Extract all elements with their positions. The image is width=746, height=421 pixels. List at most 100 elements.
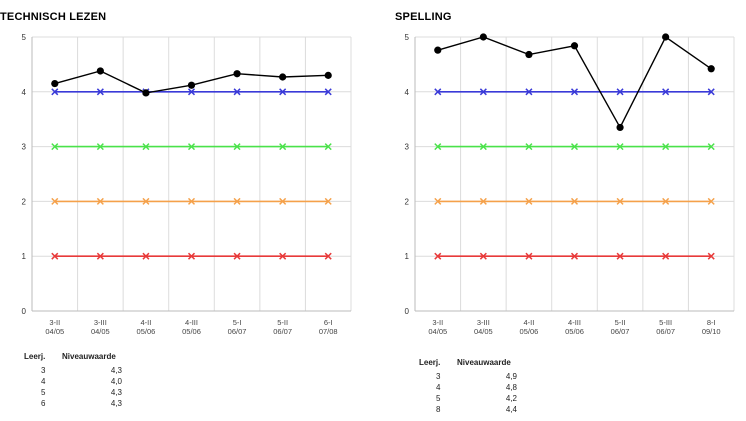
data-point-x-marker bbox=[187, 88, 196, 96]
data-point-x-marker bbox=[96, 197, 104, 205]
data-point bbox=[616, 123, 624, 132]
data-point-x-marker bbox=[187, 143, 196, 151]
table-row: 4 4,8 bbox=[419, 383, 517, 394]
data-point-x-marker bbox=[324, 88, 332, 96]
data-point-x-marker bbox=[707, 252, 715, 260]
x-tick-label: 5-III bbox=[659, 318, 672, 327]
x-tick-label: 07/08 bbox=[319, 327, 338, 336]
data-point bbox=[324, 71, 332, 79]
leerjaar-cell: 6 bbox=[41, 399, 46, 408]
y-tick-label: 4 bbox=[405, 88, 410, 97]
x-tick-label: 8-I bbox=[707, 318, 716, 327]
y-tick-label: 2 bbox=[22, 197, 27, 206]
x-tick-label: 3-III bbox=[94, 318, 107, 327]
y-tick-label: 5 bbox=[22, 33, 27, 42]
data-point-x-marker bbox=[570, 88, 579, 96]
x-tick-label: 4-III bbox=[185, 318, 198, 327]
x-tick-label: 05/06 bbox=[520, 327, 539, 336]
data-point-x-marker bbox=[51, 252, 59, 260]
header-niveauwaarde: Niveauwaarde bbox=[457, 358, 511, 367]
data-point-x-marker bbox=[525, 143, 533, 151]
data-point bbox=[707, 65, 715, 73]
y-tick-label: 0 bbox=[22, 307, 27, 316]
data-point-x-marker bbox=[616, 197, 624, 205]
x-tick-label: 06/07 bbox=[228, 327, 247, 336]
data-point-x-marker bbox=[707, 197, 715, 205]
niveau-cell: 4,4 bbox=[505, 405, 517, 414]
table-row: 6 4,3 bbox=[24, 399, 122, 410]
data-point-x-marker bbox=[616, 143, 624, 151]
leerjaar-cell: 5 bbox=[436, 394, 441, 403]
niveau-table-spelling: Leerj. Niveauwaarde 3 4,9 4 4,8 5 4,2 8 4,4 bbox=[419, 358, 517, 416]
leerjaar-cell: 3 bbox=[41, 366, 46, 375]
data-point-x-marker bbox=[279, 252, 287, 260]
data-point-x-marker bbox=[525, 88, 533, 96]
table-row: 3 4,9 bbox=[419, 372, 517, 383]
data-point bbox=[51, 79, 59, 88]
x-tick-label: 05/06 bbox=[182, 327, 201, 336]
data-point bbox=[525, 50, 533, 59]
data-point-x-marker bbox=[616, 252, 624, 260]
data-point-x-marker bbox=[96, 252, 104, 260]
table-header-row: Leerj. Niveauwaarde bbox=[419, 358, 517, 372]
niveau-table-technisch-lezen: Leerj. Niveauwaarde 3 4,3 4 4,0 5 4,3 6 4,3 bbox=[24, 352, 122, 410]
data-point-x-marker bbox=[662, 197, 670, 205]
data-point-x-marker bbox=[570, 143, 579, 151]
chart-title: SPELLING bbox=[395, 11, 452, 23]
grid bbox=[414, 36, 735, 312]
data-point-x-marker bbox=[51, 88, 59, 96]
data-point-x-marker bbox=[525, 197, 533, 205]
data-point-x-marker bbox=[324, 143, 332, 151]
data-point-x-marker bbox=[187, 252, 196, 260]
x-tick-label: 4-III bbox=[568, 318, 581, 327]
data-point-x-marker bbox=[707, 88, 715, 96]
table-row: 3 4,3 bbox=[24, 366, 122, 377]
x-tick-label: 3-III bbox=[477, 318, 490, 327]
leerjaar-cell: 5 bbox=[41, 388, 46, 397]
y-tick-label: 1 bbox=[405, 252, 410, 261]
data-point-x-marker bbox=[279, 143, 287, 151]
series-line bbox=[437, 35, 712, 129]
chart-panel-spelling: SPELLING 0 1 2 3 4 5 3-II 04/05 3-III 04/05 4-II 05… bbox=[383, 0, 743, 421]
x-tick-label: 09/10 bbox=[702, 327, 721, 336]
data-point bbox=[96, 67, 104, 75]
x-tick-label: 04/05 bbox=[91, 327, 110, 336]
data-point-x-marker bbox=[96, 143, 104, 151]
data-point-x-marker bbox=[707, 143, 715, 151]
x-tick-label: 5-I bbox=[233, 318, 242, 327]
leerjaar-cell: 3 bbox=[436, 372, 441, 381]
data-point bbox=[662, 33, 670, 41]
data-point bbox=[233, 70, 241, 78]
y-tick-label: 0 bbox=[405, 307, 410, 316]
x-tick-label: 04/05 bbox=[45, 327, 64, 336]
data-point bbox=[479, 33, 487, 41]
data-point-x-marker bbox=[233, 88, 241, 96]
y-tick-label: 1 bbox=[22, 252, 27, 261]
data-point-x-marker bbox=[233, 197, 241, 205]
niveau-cell: 4,0 bbox=[110, 377, 122, 386]
data-point-x-marker bbox=[142, 143, 150, 151]
table-row: 5 4,3 bbox=[24, 388, 122, 399]
niveau-cell: 4,2 bbox=[505, 394, 517, 403]
data-point-x-marker bbox=[233, 252, 241, 260]
data-point-x-marker bbox=[142, 252, 150, 260]
leerjaar-cell: 4 bbox=[436, 383, 441, 392]
x-tick-label: 05/06 bbox=[565, 327, 584, 336]
data-point-x-marker bbox=[616, 88, 624, 96]
table-header-row: Leerj. Niveauwaarde bbox=[24, 352, 122, 366]
data-point-x-marker bbox=[662, 252, 670, 260]
data-point-x-marker bbox=[142, 197, 150, 205]
niveau-cell: 4,3 bbox=[110, 388, 122, 397]
leerjaar-cell: 8 bbox=[436, 405, 441, 414]
header-leerjaar: Leerj. bbox=[419, 358, 441, 367]
data-point-x-marker bbox=[187, 197, 196, 205]
data-point bbox=[434, 46, 442, 54]
data-point bbox=[570, 42, 579, 50]
x-tick-label: 4-II bbox=[524, 318, 535, 327]
data-point-x-marker bbox=[279, 197, 287, 205]
x-tick-label: 3-II bbox=[49, 318, 60, 327]
chart-title: TECHNISCH LEZEN bbox=[0, 11, 107, 23]
chart-technisch-lezen: 0123453-II04/053-III04/054-II05/064-III0… bbox=[22, 33, 352, 336]
x-tick-label: 5-II bbox=[615, 318, 626, 327]
grid bbox=[31, 36, 352, 312]
